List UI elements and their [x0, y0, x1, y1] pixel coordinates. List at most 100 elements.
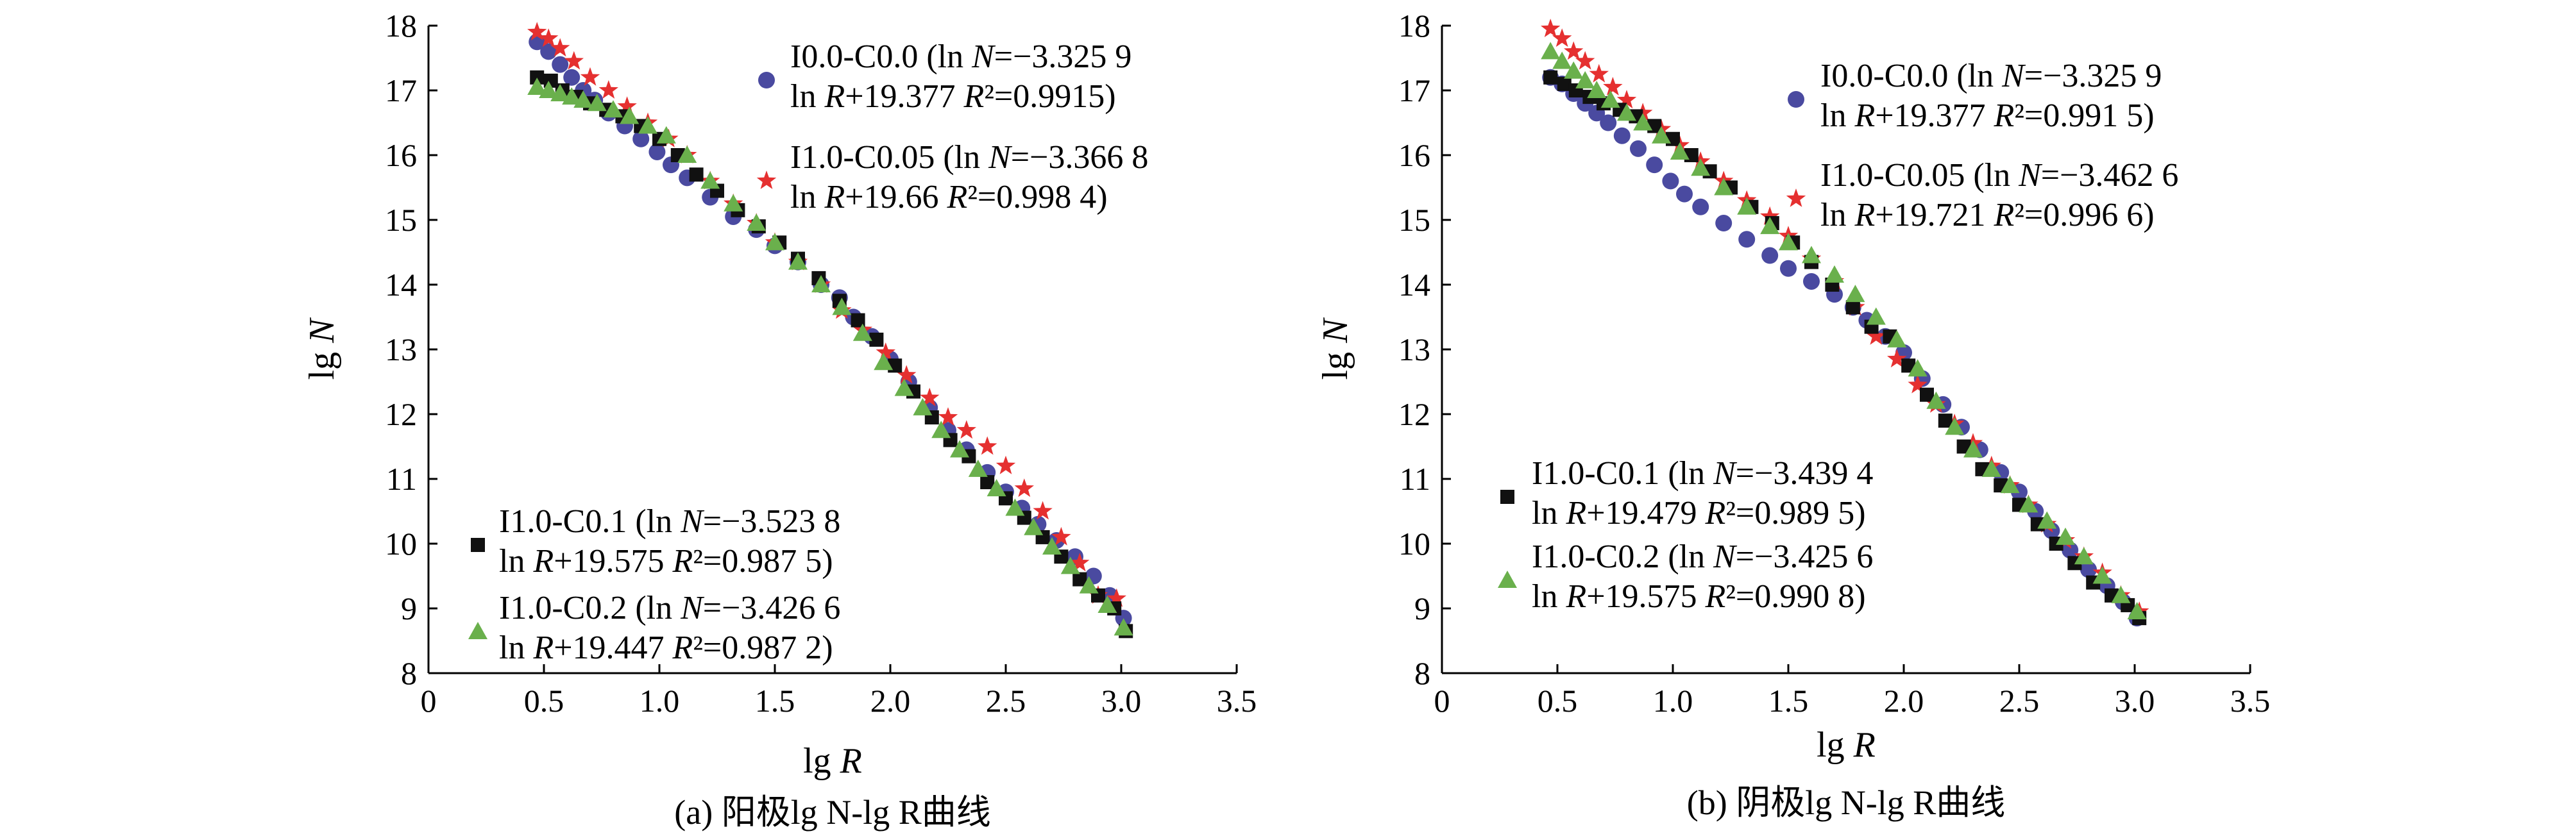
data-point: [527, 22, 547, 40]
data-point: [832, 297, 852, 315]
figure-caption: (b) 阴极lg N-lg R曲线: [1687, 783, 2005, 822]
data-point: [894, 378, 914, 396]
data-point: [1779, 233, 1798, 251]
data-point: [876, 342, 895, 361]
data-point: [950, 440, 969, 458]
data-point: [874, 353, 894, 371]
data-point: [1114, 618, 1133, 636]
data-point: [677, 146, 697, 163]
data-point: [1760, 217, 1780, 235]
x-tick-label: 2.5: [1999, 683, 2040, 719]
data-point: [1926, 391, 1946, 409]
data-point: [1802, 246, 1821, 263]
data-point: [1600, 90, 1620, 108]
data-point: [1945, 417, 1965, 435]
data-point: [620, 106, 640, 124]
data-point: [540, 43, 557, 60]
data-point: [1014, 478, 1034, 497]
legend-label: I1.0-C0.05 (ln N=−3.462 6: [1820, 157, 2178, 194]
data-point: [1662, 172, 1679, 190]
data-point: [617, 96, 637, 115]
chart-panel-b: 0 0.5 1.0 1.5 2.0 2.5 3.0 3.5 8 9 10 11 12 13 14 15 16 17…: [1316, 8, 2270, 822]
data-point: [1564, 61, 1584, 79]
y-tick-label: 14: [1398, 267, 1430, 303]
data-point: [1803, 272, 1820, 290]
x-tick-label: 3.0: [2115, 683, 2155, 719]
data-point: [1613, 127, 1631, 144]
data-point: [656, 126, 676, 144]
data-point: [689, 167, 704, 182]
data-point: [1024, 517, 1044, 535]
legend-entry: I1.0-C0.1 (ln N=−3.439 4ln R+19.479 R²=0…: [1500, 455, 1873, 531]
data-point: [1587, 81, 1607, 98]
legend-entry: I1.0-C0.05 (ln N=−3.462 6ln R+19.721 R²=…: [1786, 157, 2178, 233]
data-point: [811, 275, 831, 292]
data-point: [573, 90, 593, 108]
x-tick-label: 3.0: [1101, 683, 1142, 719]
data-point: [587, 94, 607, 112]
legend-entry: I0.0-C0.0 (ln N=−3.325 9ln R+19.377 R²=0…: [758, 38, 1131, 115]
data-point: [1780, 260, 1797, 277]
data-point: [1603, 76, 1623, 96]
data-point: [1051, 526, 1071, 546]
data-point: [1908, 359, 1928, 377]
legend-entry: I0.0-C0.0 (ln N=−3.325 9ln R+19.377 R²=0…: [1788, 58, 2162, 134]
data-point: [1963, 440, 1983, 458]
data-point: [564, 51, 584, 70]
data-point: [2111, 585, 2131, 603]
x-tick-label: 0.5: [1538, 683, 1578, 719]
x-tick-label: 2.5: [986, 683, 1026, 719]
data-point: [1845, 300, 1860, 315]
data-point: [2000, 476, 2020, 494]
data-point: [1866, 307, 1886, 325]
data-point: [1676, 185, 1693, 203]
data-point: [1866, 326, 1886, 345]
data-point: [1575, 71, 1595, 88]
data-point: [1670, 142, 1690, 160]
data-point: [1575, 51, 1595, 70]
data-point: [1737, 197, 1757, 215]
x-tick-label: 2.0: [1884, 683, 1924, 719]
data-point: [550, 84, 570, 102]
data-point: [1033, 501, 1053, 520]
data-point: [1760, 206, 1780, 225]
legend-label: I1.0-C0.2 (ln N=−3.425 6: [1532, 539, 1873, 575]
legend-label: ln R+19.377 R²=0.9915): [790, 78, 1116, 115]
data-point: [1552, 51, 1572, 69]
legend-label: ln R+19.575 R²=0.987 5): [499, 543, 833, 580]
legend-label: I1.0-C0.05 (ln N=−3.366 8: [790, 139, 1148, 176]
data-point: [1060, 556, 1080, 574]
data-point: [530, 70, 545, 85]
legend-label: ln R+19.66 R²=0.998 4): [790, 179, 1108, 215]
data-point: [1541, 19, 1561, 37]
data-point: [1070, 553, 1090, 572]
y-tick-label: 8: [1414, 655, 1430, 691]
data-point: [1541, 42, 1561, 60]
axes: 0 0.5 1.0 1.5 2.0 2.5 3.0 3.5 8 9 10 11 12 13 14 15 16 17…: [385, 8, 1257, 719]
legend-label: I1.0-C0.2 (ln N=−3.426 6: [499, 590, 840, 626]
legend-label: I0.0-C0.0 (ln N=−3.325 9: [790, 38, 1131, 75]
x-tick-label: 2.0: [870, 683, 911, 719]
x-tick-label: 3.5: [2230, 683, 2271, 719]
y-tick-label: 10: [385, 526, 417, 562]
data-point: [1738, 231, 1756, 248]
data-point: [598, 80, 618, 99]
data-point: [980, 475, 995, 490]
legend-entry: I1.0-C0.2 (ln N=−3.425 6ln R+19.575 R²=0…: [1498, 539, 1873, 615]
data-point: [552, 56, 569, 73]
axes: 0 0.5 1.0 1.5 2.0 2.5 3.0 3.5 8 9 10 11 12 13 14 15 16 17…: [1398, 8, 2270, 719]
legend-label: ln R+19.575 R²=0.990 8): [1532, 578, 1866, 615]
data-point: [2127, 602, 2147, 620]
y-axis-label: lg N: [302, 317, 342, 380]
x-tick-label: 3.5: [1217, 683, 1257, 719]
data-point: [968, 459, 988, 477]
y-tick-label: 14: [385, 267, 417, 303]
y-tick-label: 12: [1398, 396, 1430, 432]
data-point: [2062, 542, 2079, 559]
data-point: [1079, 576, 1099, 594]
legend-marker: [1786, 188, 1806, 207]
data-point: [1630, 140, 1647, 157]
data-point: [1845, 285, 1865, 303]
data-point: [580, 67, 600, 86]
y-tick-label: 9: [401, 590, 417, 626]
